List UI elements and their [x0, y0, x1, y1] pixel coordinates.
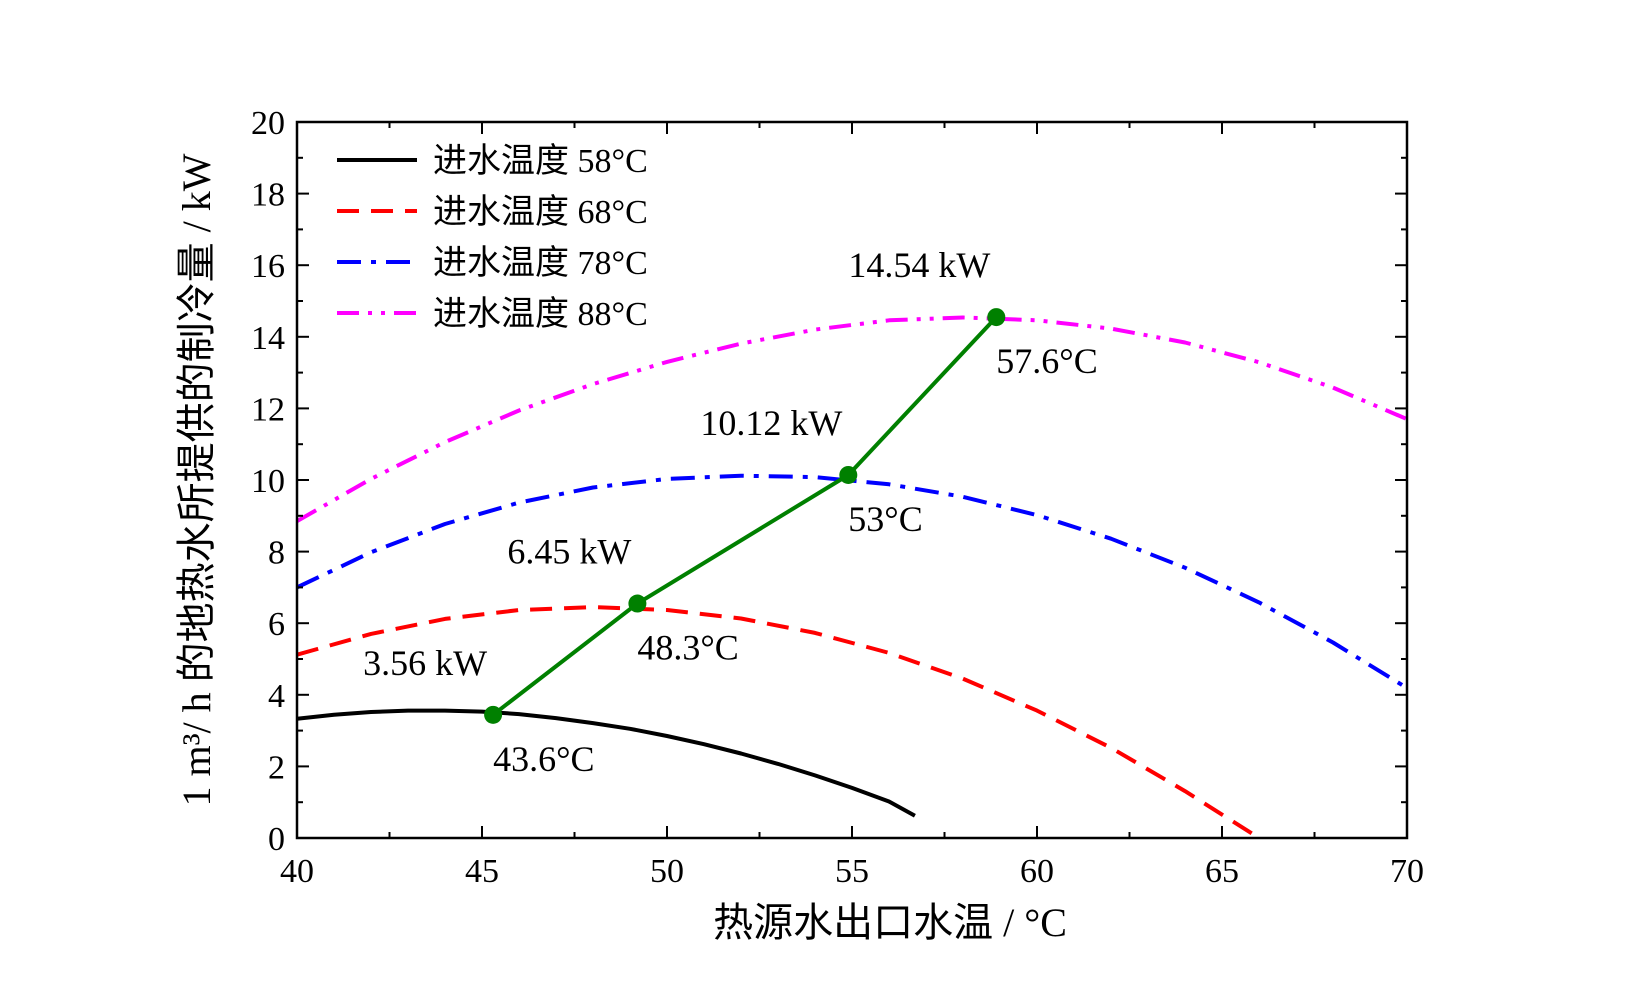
ticks-layer: 40 45 50 55 60 65 70 0 2 4 6 8 10 12 14 16 18 20 [251, 105, 1424, 890]
power-annotation: 3.56 kW [363, 643, 487, 683]
optimum-marker [839, 465, 858, 484]
y-tick-label: 14 [251, 320, 285, 357]
power-annotation: 14.54 kW [848, 245, 990, 285]
x-tick-label: 65 [1205, 853, 1239, 890]
x-tick-label: 45 [465, 853, 499, 890]
series-line-4 [297, 315, 1407, 523]
y-tick-label: 12 [251, 391, 285, 428]
optimum-marker [987, 308, 1006, 327]
y-tick-label: 20 [251, 105, 285, 142]
x-axis-title: 热源水出口水温 / °C [713, 900, 1067, 945]
y-axis-title: 1 m³/ h 的地热水所提供的制冷量 / kW [174, 153, 219, 806]
legend: 进水温度 58°C 进水温度 68°C 进水温度 78°C 进水温度 88°C [337, 142, 648, 333]
series-layer [297, 315, 1407, 838]
legend-label-3: 进水温度 78°C [433, 244, 648, 282]
optimum-marker [628, 594, 647, 613]
x-tick-label: 40 [280, 853, 314, 890]
power-annotation: 10.12 kW [700, 403, 842, 443]
temperature-annotation: 53°C [848, 499, 922, 539]
y-tick-label: 18 [251, 177, 285, 214]
series-line-2 [297, 605, 1263, 838]
temperature-annotation: 48.3°C [637, 628, 738, 668]
y-tick-label: 16 [251, 248, 285, 285]
legend-label-4: 进水温度 88°C [433, 295, 648, 333]
x-tick-label: 50 [650, 853, 684, 890]
optimum-layer: 3.56 kW 43.6°C 6.45 kW 48.3°C 10.12 kW 53°C 14… [363, 245, 1098, 779]
power-annotation: 6.45 kW [507, 532, 631, 572]
series-line-1 [297, 708, 916, 818]
y-tick-label: 10 [251, 463, 285, 500]
temperature-annotation: 43.6°C [493, 739, 594, 779]
y-tick-label: 8 [268, 535, 285, 572]
y-tick-label: 0 [268, 821, 285, 858]
x-tick-label: 70 [1390, 853, 1424, 890]
y-tick-label: 2 [268, 749, 285, 786]
optimum-line [491, 315, 998, 717]
x-tick-label: 55 [835, 853, 869, 890]
x-tick-label: 60 [1020, 853, 1054, 890]
legend-label-1: 进水温度 58°C [433, 142, 648, 180]
y-tick-label: 4 [268, 678, 285, 715]
legend-label-2: 进水温度 68°C [433, 193, 648, 231]
temperature-annotation: 57.6°C [996, 341, 1097, 381]
optimum-marker [484, 705, 503, 724]
y-tick-label: 6 [268, 606, 285, 643]
